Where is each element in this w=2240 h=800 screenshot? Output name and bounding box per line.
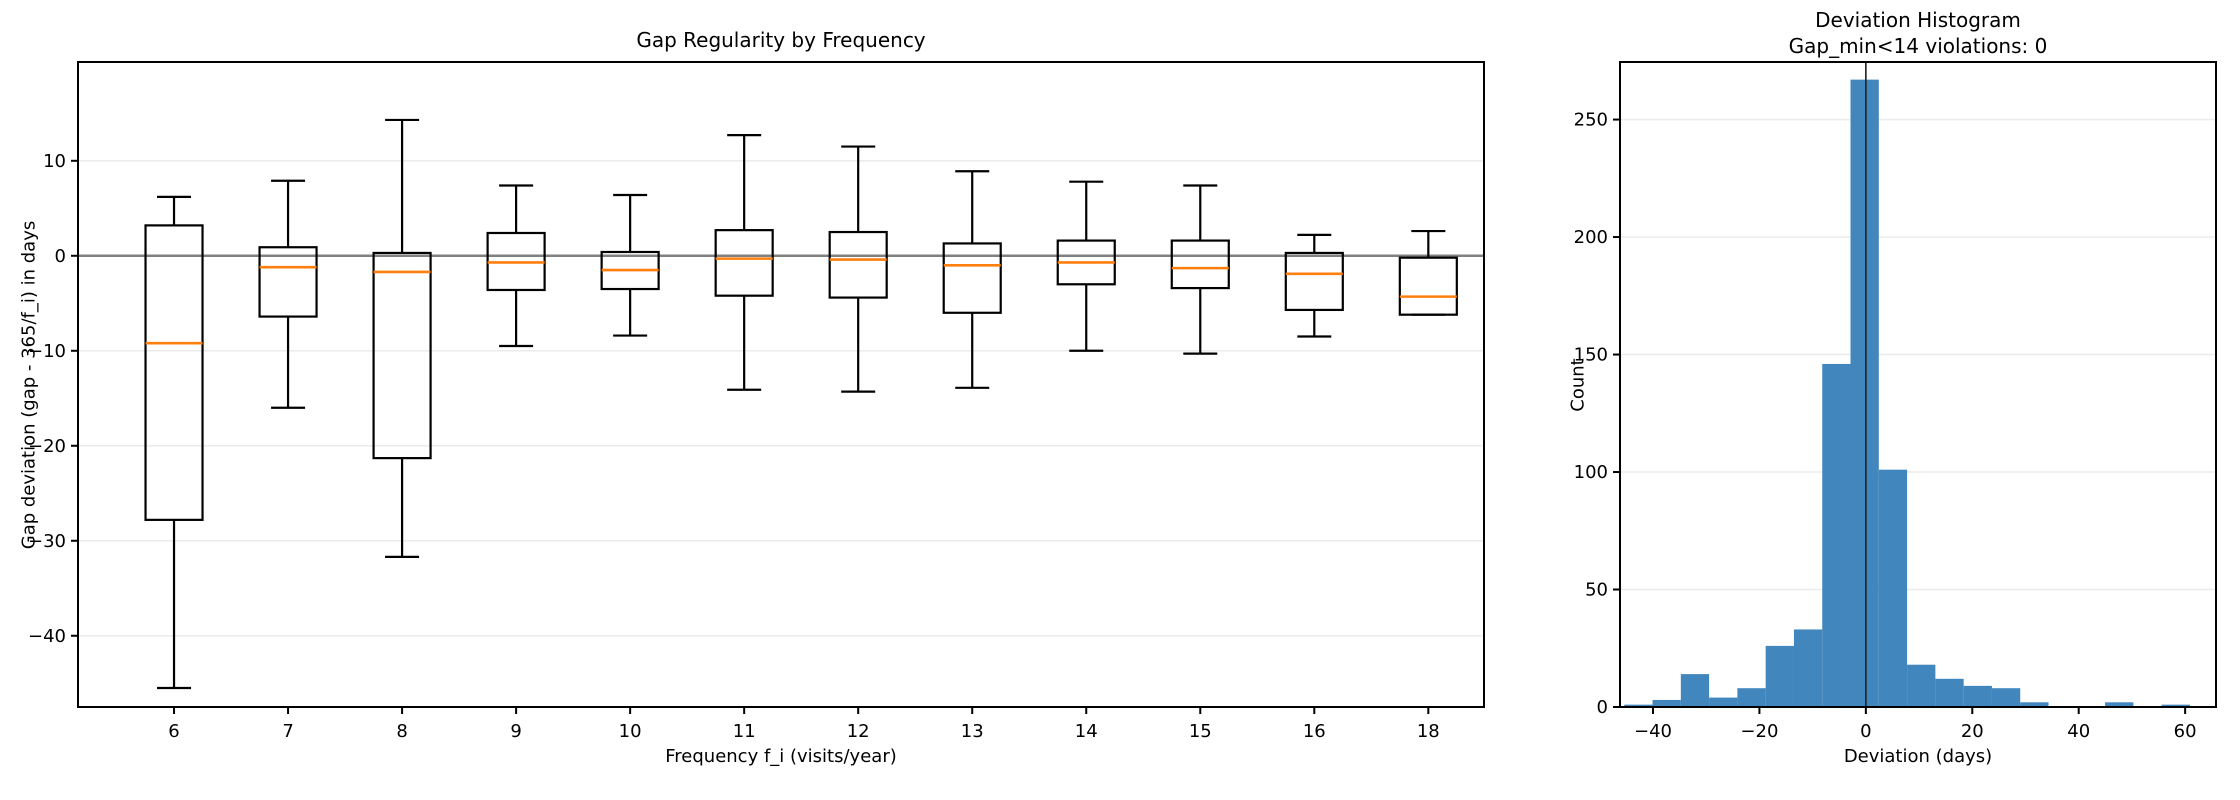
box bbox=[1398, 256, 1458, 316]
histogram-title: Deviation Histogram bbox=[1815, 8, 2021, 32]
y-tick-label: 10 bbox=[43, 151, 66, 172]
histogram-bar bbox=[1907, 664, 1936, 707]
x-tick-label: 16 bbox=[1303, 721, 1326, 742]
box bbox=[1170, 239, 1230, 290]
box bbox=[372, 251, 432, 460]
x-tick-label: 20 bbox=[1961, 721, 1984, 742]
histogram-xaxis-label: Deviation (days) bbox=[1843, 746, 1993, 767]
x-tick-label: 6 bbox=[168, 721, 179, 742]
box bbox=[144, 224, 204, 521]
histogram-bar bbox=[2105, 702, 2134, 707]
x-tick-label: −20 bbox=[1740, 721, 1778, 742]
x-tick-label: −40 bbox=[1634, 721, 1672, 742]
y-tick-label: −40 bbox=[28, 626, 66, 647]
histogram-subtitle: Gap_min<14 violations: 0 bbox=[1788, 34, 2048, 58]
x-tick-label: 11 bbox=[733, 721, 756, 742]
y-tick-label: 50 bbox=[1585, 580, 1608, 601]
histogram-bar bbox=[1878, 469, 1908, 707]
y-tick-label: −20 bbox=[28, 436, 66, 457]
x-tick-label: 13 bbox=[961, 721, 984, 742]
histogram-bar bbox=[1822, 363, 1851, 707]
y-tick-label: 0 bbox=[1597, 697, 1608, 718]
boxplot-xaxis-label: Frequency f_i (visits/year) bbox=[665, 746, 897, 767]
histogram-bar bbox=[1680, 674, 1710, 707]
y-tick-label: 200 bbox=[1574, 227, 1608, 248]
axes-frame bbox=[1619, 61, 2217, 708]
y-tick-label: −30 bbox=[28, 531, 66, 552]
y-tick-label: 100 bbox=[1574, 462, 1608, 483]
x-tick-label: 15 bbox=[1189, 721, 1212, 742]
box bbox=[1284, 251, 1344, 312]
y-tick-label: 150 bbox=[1574, 345, 1608, 366]
x-tick-label: 60 bbox=[2174, 721, 2197, 742]
box bbox=[828, 230, 888, 299]
x-tick-label: 10 bbox=[619, 721, 642, 742]
boxplot-title: Gap Regularity by Frequency bbox=[636, 28, 926, 52]
histogram-bar bbox=[1652, 699, 1681, 707]
box bbox=[258, 246, 318, 318]
histogram-bar bbox=[1963, 685, 1992, 707]
x-tick-label: 9 bbox=[510, 721, 521, 742]
histogram-bar bbox=[1624, 704, 1653, 707]
histogram-bar bbox=[1991, 688, 2021, 707]
y-tick-label: −10 bbox=[28, 341, 66, 362]
box bbox=[942, 242, 1002, 314]
boxplot-yaxis-label: Gap deviation (gap - 365/f_i) in days bbox=[18, 220, 40, 550]
histogram-bar bbox=[1850, 79, 1879, 708]
histogram-bar bbox=[2020, 702, 2049, 707]
histogram-bar bbox=[1765, 645, 1794, 707]
box bbox=[714, 229, 774, 297]
histogram-bar bbox=[1709, 697, 1738, 707]
histogram-bar bbox=[1793, 629, 1823, 707]
x-tick-label: 14 bbox=[1075, 721, 1098, 742]
x-tick-label: 0 bbox=[1860, 721, 1871, 742]
histogram-bar bbox=[2161, 704, 2190, 707]
histogram-bar bbox=[1935, 678, 1964, 707]
x-tick-label: 8 bbox=[396, 721, 407, 742]
x-tick-label: 7 bbox=[282, 721, 293, 742]
x-tick-label: 12 bbox=[847, 721, 870, 742]
y-tick-label: 250 bbox=[1574, 110, 1608, 131]
x-tick-label: 40 bbox=[2067, 721, 2090, 742]
axes-frame bbox=[77, 61, 1485, 708]
x-tick-label: 18 bbox=[1417, 721, 1440, 742]
y-tick-label: 0 bbox=[55, 246, 66, 267]
histogram-yaxis-label: Count bbox=[1567, 358, 1589, 412]
histogram-bar bbox=[1737, 688, 1766, 707]
